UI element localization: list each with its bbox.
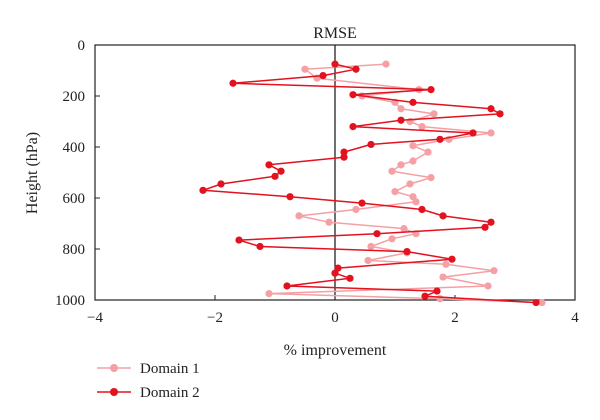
data-point-domain-1 (538, 298, 546, 307)
data-point-domain-2 (217, 180, 225, 188)
data-point-domain-2 (358, 199, 366, 207)
plot-area: −4 −2 0 2 4 0 200 400 600 800 1000 (55, 38, 579, 326)
data-point-domain-2 (532, 298, 540, 307)
data-point-domain-1 (388, 235, 396, 243)
data-point-domain-2 (403, 247, 411, 256)
y-tick-label: 800 (63, 242, 86, 258)
data-point-domain-2 (286, 193, 294, 201)
y-tick-label: 0 (78, 38, 86, 54)
y-axis-label: Height (hPa) (24, 132, 41, 214)
series-domain-2 (199, 60, 540, 307)
data-point-domain-2 (487, 105, 495, 113)
y-tick-label: 400 (63, 140, 86, 156)
legend-marker (110, 388, 118, 396)
data-point-domain-1 (409, 157, 417, 165)
data-point-domain-2 (487, 218, 495, 226)
data-point-domain-1 (400, 225, 408, 233)
data-point-domain-1 (406, 180, 414, 188)
data-point-domain-1 (487, 129, 495, 137)
data-point-domain-1 (367, 242, 375, 251)
data-point-domain-1 (439, 273, 447, 281)
data-point-domain-1 (364, 256, 372, 265)
data-point-domain-2 (229, 79, 237, 87)
legend-label: Domain 1 (140, 361, 200, 377)
data-point-domain-1 (397, 161, 405, 169)
legend-marker (110, 364, 118, 372)
data-point-domain-2 (448, 255, 456, 263)
data-point-domain-2 (283, 282, 291, 290)
data-point-domain-2 (469, 129, 477, 137)
legend-label: Domain 2 (140, 385, 200, 401)
data-point-domain-2 (331, 60, 339, 68)
data-point-domain-1 (484, 282, 492, 290)
data-point-domain-2 (418, 205, 426, 214)
data-point-domain-2 (331, 269, 339, 277)
data-point-domain-2 (397, 116, 405, 124)
series-line-domain-2 (202, 63, 537, 304)
data-point-domain-1 (424, 148, 432, 156)
legend-item-domain-2: Domain 2 (97, 385, 200, 401)
data-point-domain-1 (412, 198, 420, 206)
data-point-domain-1 (325, 218, 333, 226)
data-point-domain-2 (256, 242, 264, 251)
data-point-domain-1 (295, 212, 303, 220)
y-tick-label: 200 (63, 89, 86, 105)
data-point-domain-1 (382, 60, 390, 68)
x-axis-label: % improvement (284, 342, 387, 359)
data-point-domain-1 (490, 267, 498, 275)
x-tick-label: −4 (87, 310, 103, 326)
data-point-domain-1 (301, 65, 309, 73)
data-point-domain-2 (496, 110, 504, 118)
data-point-domain-2 (352, 65, 360, 73)
data-point-domain-2 (319, 72, 327, 80)
data-point-domain-2 (421, 292, 429, 300)
data-point-domain-2 (373, 230, 381, 238)
data-point-domain-2 (265, 161, 273, 169)
data-point-domain-1 (418, 123, 426, 131)
x-tick-label: 0 (331, 310, 339, 326)
data-point-domain-1 (409, 142, 417, 150)
data-point-domain-2 (427, 86, 435, 94)
data-point-domain-1 (397, 105, 405, 113)
series-domain-1 (265, 60, 546, 307)
x-tick-label: 4 (571, 310, 579, 326)
x-tick-label: 2 (451, 310, 459, 326)
data-point-domain-2 (271, 172, 279, 180)
data-point-domain-2 (433, 287, 441, 295)
y-tick-label: 1000 (55, 293, 85, 309)
data-point-domain-2 (436, 135, 444, 143)
legend: Domain 1 Domain 2 (97, 361, 200, 401)
data-point-domain-2 (439, 212, 447, 220)
data-point-domain-1 (265, 290, 273, 298)
data-point-domain-2 (340, 153, 348, 161)
x-tick-label: −2 (207, 310, 223, 326)
data-point-domain-1 (391, 188, 399, 196)
data-point-domain-2 (277, 167, 285, 175)
data-point-domain-1 (352, 205, 360, 214)
data-point-domain-2 (409, 98, 417, 106)
y-tick-label: 600 (63, 191, 86, 207)
series-line-domain-1 (268, 63, 543, 304)
data-point-domain-1 (427, 174, 435, 182)
data-point-domain-1 (430, 110, 438, 118)
data-point-domain-1 (388, 167, 396, 175)
legend-item-domain-1: Domain 1 (97, 361, 200, 377)
data-point-domain-2 (199, 186, 207, 194)
data-point-domain-1 (442, 260, 450, 268)
data-point-domain-2 (235, 236, 243, 244)
data-point-domain-2 (349, 91, 357, 99)
data-point-domain-2 (367, 140, 375, 149)
data-point-domain-2 (340, 148, 348, 156)
data-point-domain-2 (346, 274, 354, 282)
chart-title: RMSE (313, 25, 357, 42)
data-point-domain-2 (481, 223, 489, 231)
data-point-domain-2 (349, 123, 357, 131)
